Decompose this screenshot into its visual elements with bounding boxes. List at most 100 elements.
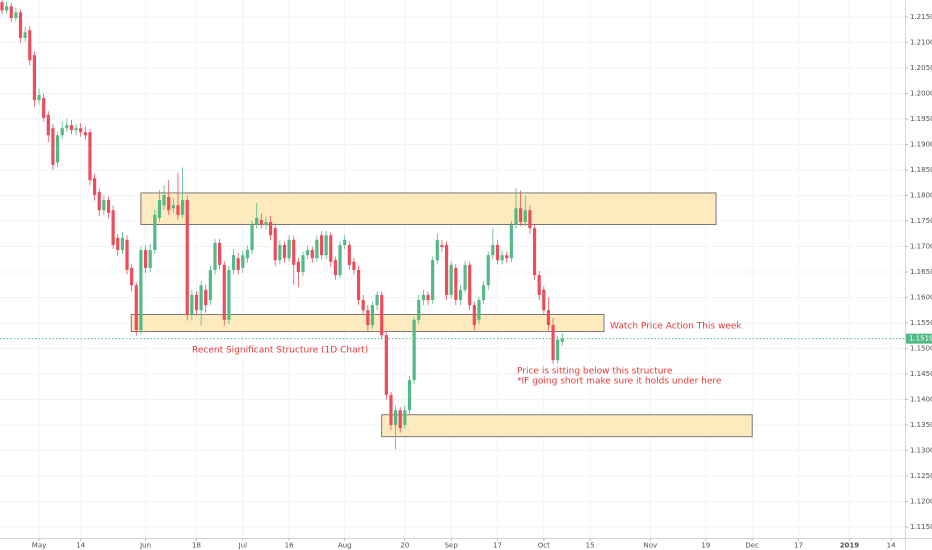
candle-body	[157, 200, 162, 218]
candle-body	[315, 239, 319, 259]
y-tick-label: 1.17000	[910, 242, 932, 250]
candle-body	[282, 244, 287, 259]
x-tick-label: 18	[192, 542, 201, 550]
candle-body	[347, 244, 351, 265]
x-tick-label: 17	[794, 542, 803, 550]
y-tick-label: 1.12000	[910, 497, 932, 505]
candle-body	[560, 338, 564, 342]
candle-body	[222, 264, 226, 320]
y-tick-label: 1.12500	[910, 472, 932, 480]
candle-body	[546, 310, 551, 326]
y-tick-label: 1.13000	[910, 446, 932, 454]
candle-body	[333, 260, 338, 276]
candle-body	[481, 285, 486, 301]
candle-body	[519, 208, 523, 223]
candle-body	[356, 269, 361, 301]
candle-body	[65, 125, 69, 129]
candle-body	[491, 244, 495, 256]
candle-body	[273, 228, 277, 261]
candle-body	[556, 339, 560, 361]
candle-body	[477, 300, 481, 320]
candle-body	[120, 237, 124, 251]
candle-body	[352, 261, 356, 270]
candle-body	[185, 200, 189, 315]
candle-body	[204, 289, 208, 306]
candle-body	[468, 264, 472, 306]
candle-body	[97, 191, 101, 211]
x-tick-label: Dec	[745, 542, 759, 550]
candle-body	[324, 235, 328, 256]
candle-body	[537, 275, 541, 295]
y-tick-label: 1.14000	[910, 395, 932, 403]
candle-body	[83, 132, 87, 136]
candle-body	[287, 239, 291, 259]
candle-body	[60, 128, 64, 136]
y-tick-label: 1.21000	[910, 38, 932, 46]
candle-body	[106, 200, 111, 213]
structure-zone	[140, 192, 717, 225]
candle-body	[259, 219, 263, 226]
candle-body	[162, 194, 166, 206]
candle-body	[370, 305, 375, 326]
x-tick-label: Aug	[338, 542, 352, 550]
candle-body	[412, 319, 416, 381]
candle-body	[384, 335, 388, 395]
y-tick-label: 1.17500	[910, 217, 932, 225]
x-tick-label: 17	[493, 542, 502, 550]
annotation: Watch Price Action This week	[610, 322, 742, 332]
candle-body	[421, 294, 425, 301]
y-tick-label: 1.21500	[910, 13, 932, 21]
candle-body	[338, 244, 342, 276]
candle-body	[505, 255, 509, 259]
candle-body	[199, 285, 203, 311]
candle-body	[319, 235, 324, 256]
candle-body	[528, 210, 532, 229]
candle-body	[32, 55, 37, 101]
candle-body	[227, 269, 231, 320]
candle-body	[9, 6, 13, 19]
candle-body	[74, 128, 78, 131]
candle-body	[14, 12, 18, 19]
candle-body	[486, 255, 490, 286]
candle-body	[37, 95, 41, 101]
y-tick-label: 1.14500	[910, 370, 932, 378]
candle-body	[398, 410, 402, 429]
candle-body	[23, 32, 27, 38]
y-tick-label: 1.16500	[910, 268, 932, 276]
x-tick-label: Jun	[139, 542, 151, 550]
candle-body	[264, 222, 268, 226]
y-tick-label: 1.20500	[910, 64, 932, 72]
candle-body	[343, 239, 347, 245]
candle-body	[148, 250, 152, 268]
candle-body	[5, 6, 9, 11]
x-tick-label: Oct	[538, 542, 550, 550]
candle-body	[380, 294, 384, 336]
candle-body	[250, 225, 254, 251]
candle-body	[176, 205, 180, 215]
candle-body	[245, 250, 250, 259]
y-tick-label: 1.13500	[910, 421, 932, 429]
candle-body	[296, 261, 300, 272]
candle-body	[514, 208, 518, 226]
y-tick-label: 1.20000	[910, 89, 932, 97]
candle-body	[55, 135, 60, 163]
candle-body	[407, 380, 412, 411]
candle-body	[88, 132, 92, 181]
overlay: Watch Price Action This week Recent Signi…	[0, 322, 905, 387]
candle-body	[153, 214, 157, 251]
candle-body	[435, 239, 439, 261]
x-tick-label: Sep	[445, 542, 459, 550]
candle-body	[231, 255, 236, 270]
candle-body	[268, 222, 273, 236]
candle-body	[218, 242, 222, 265]
candle-body	[463, 264, 467, 290]
candle-body	[431, 260, 435, 301]
candle-body	[278, 244, 282, 261]
candle-body	[523, 210, 527, 223]
candle-body	[167, 197, 171, 211]
last-price-label: 1.15193	[909, 335, 932, 343]
candle-body	[329, 235, 333, 262]
candle-body	[417, 300, 421, 320]
candle-body	[51, 128, 55, 165]
